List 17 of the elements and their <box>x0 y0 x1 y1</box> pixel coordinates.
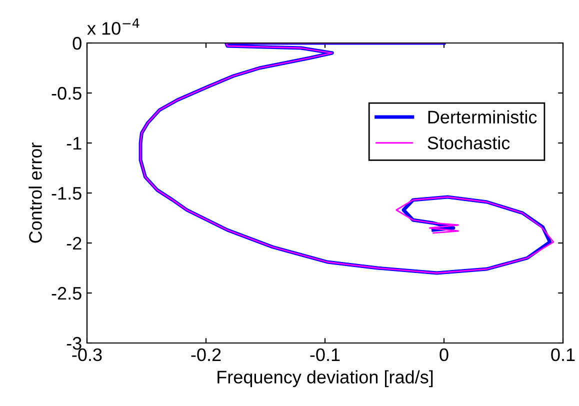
legend-label: Derterministic <box>428 110 537 124</box>
y-tick-label: 0 <box>72 36 82 50</box>
text: x 10$^{−4}$ <box>87 18 140 35</box>
y-axis-title: Control error <box>28 142 42 243</box>
y-tick-label: -1.5 <box>52 187 82 200</box>
y-tick-label: -0.5 <box>52 86 82 100</box>
y-tick-label: -1 <box>66 137 82 150</box>
x-tick-label: -0.3 <box>72 348 102 362</box>
x-tick-label: -0.2 <box>191 348 221 362</box>
legend-label: Stochastic <box>428 136 510 150</box>
y-tick-label: -3 <box>66 336 82 350</box>
x-tick-label: 0.1 <box>551 348 575 362</box>
x-tick-label: -0.1 <box>310 348 340 362</box>
x-tick-label: 0 <box>440 348 448 362</box>
y-tick-label: -2 <box>66 236 82 250</box>
x-axis-title: Frequency deviation [rad/s] <box>218 370 433 388</box>
y-tick-label: -2.5 <box>52 286 82 300</box>
